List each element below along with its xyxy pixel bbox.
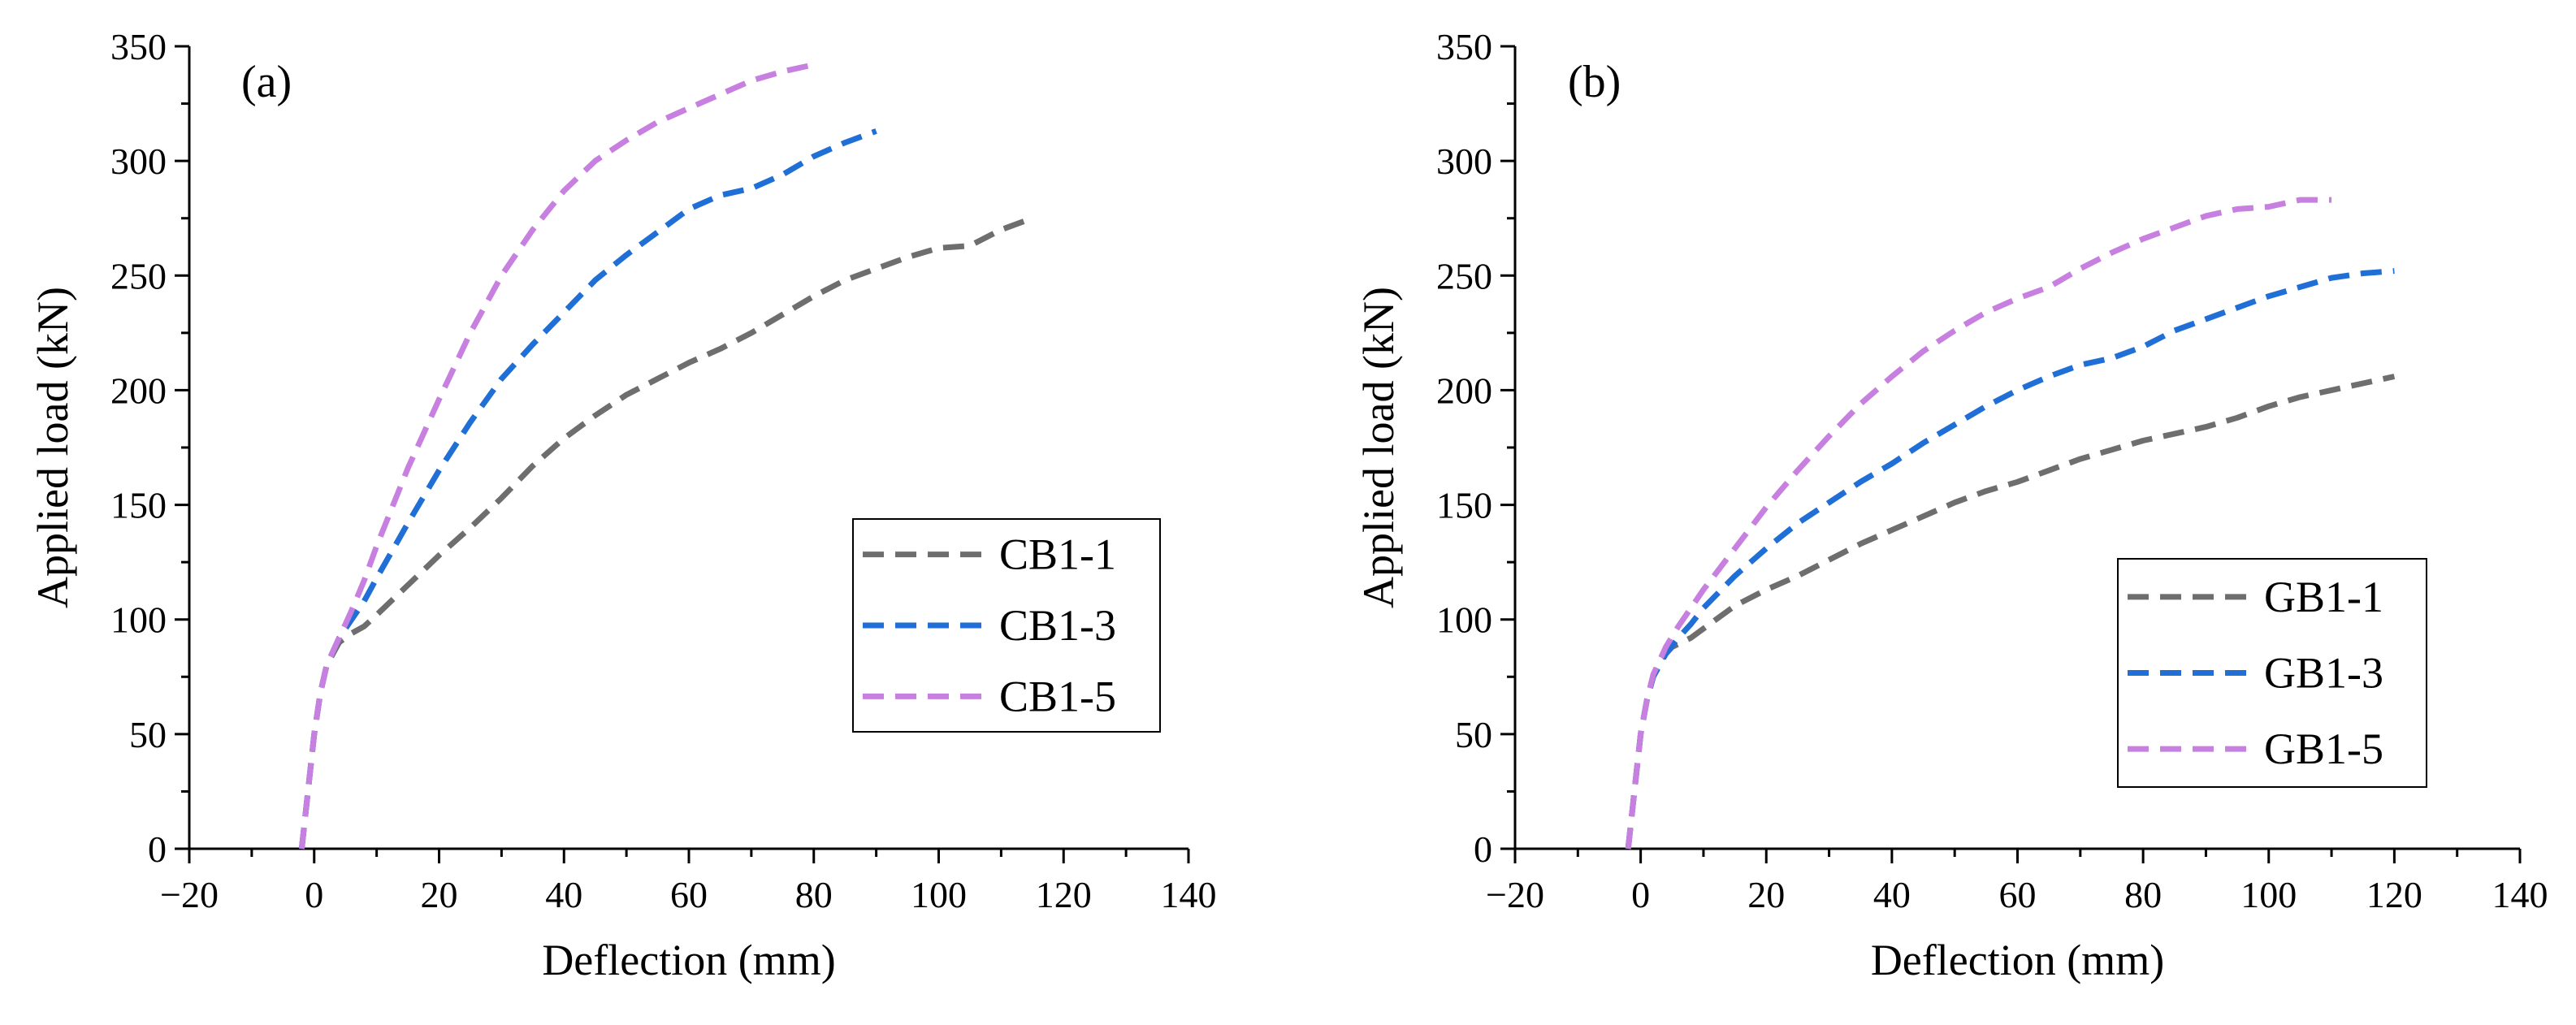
x-tick-label: 60 bbox=[1999, 874, 2037, 915]
x-tick-label: 140 bbox=[1161, 874, 1217, 915]
y-tick-label: 250 bbox=[1436, 255, 1492, 296]
y-tick-label: 150 bbox=[110, 485, 167, 526]
y-tick-label: 250 bbox=[110, 255, 167, 296]
x-tick-label: 100 bbox=[911, 874, 967, 915]
y-tick-label: 350 bbox=[1436, 26, 1492, 67]
x-tick-label: 120 bbox=[1036, 874, 1092, 915]
series-line-gb1-5 bbox=[1625, 197, 2332, 850]
series-line-gb1-3 bbox=[1625, 268, 2395, 850]
legend-label-gb1-1: GB1-1 bbox=[2264, 573, 2383, 621]
x-tick-label: 20 bbox=[1747, 874, 1785, 915]
x-tick-label: 140 bbox=[2492, 874, 2548, 915]
x-axis-title: Deflection (mm) bbox=[1871, 936, 2164, 984]
x-tick-label: 40 bbox=[545, 874, 582, 915]
legend-label-cb1-5: CB1-5 bbox=[999, 672, 1116, 720]
y-tick-label: 100 bbox=[1436, 599, 1492, 641]
x-tick-label: 80 bbox=[2124, 874, 2162, 915]
x-tick-label: 40 bbox=[1873, 874, 1911, 915]
y-tick-label: 50 bbox=[129, 714, 167, 755]
y-axis-title: Applied load (kN) bbox=[1354, 287, 1403, 608]
panel-a: −20 0 20 40 60 80 100 120 1400501001502002503003… bbox=[28, 26, 1217, 984]
panel-label: (b) bbox=[1568, 57, 1621, 107]
x-tick-label: 0 bbox=[305, 874, 323, 915]
y-tick-label: 0 bbox=[1474, 828, 1492, 870]
x-tick-label: 0 bbox=[1631, 874, 1650, 915]
y-tick-label: 300 bbox=[110, 141, 167, 182]
legend-label-gb1-3: GB1-3 bbox=[2264, 649, 2383, 698]
y-axis-title: Applied load (kN) bbox=[28, 287, 77, 608]
x-tick-label: −20 bbox=[160, 874, 219, 915]
y-tick-label: 200 bbox=[110, 370, 167, 411]
x-tick-label: −20 bbox=[1486, 874, 1544, 915]
panel-label: (a) bbox=[241, 57, 292, 107]
legend-label-cb1-1: CB1-1 bbox=[999, 530, 1116, 579]
y-tick-label: 300 bbox=[1436, 141, 1492, 182]
legend-label-gb1-5: GB1-5 bbox=[2264, 724, 2383, 773]
y-tick-label: 150 bbox=[1436, 485, 1492, 526]
x-axis-title: Deflection (mm) bbox=[542, 936, 835, 984]
x-tick-label: 120 bbox=[2366, 874, 2422, 915]
legend-label-cb1-3: CB1-3 bbox=[999, 601, 1116, 650]
series-line-gb1-1 bbox=[1625, 374, 2396, 850]
y-tick-label: 200 bbox=[1436, 370, 1492, 411]
x-tick-label: 20 bbox=[421, 874, 458, 915]
x-tick-label: 80 bbox=[795, 874, 833, 915]
y-tick-label: 50 bbox=[1455, 714, 1492, 755]
legend: CB1-1 CB1-3 CB1-5 bbox=[852, 518, 1161, 733]
legend: GB1-1 GB1-3 GB1-5 bbox=[2117, 558, 2427, 788]
y-tick-label: 100 bbox=[110, 599, 167, 641]
y-tick-label: 0 bbox=[148, 828, 167, 870]
x-tick-label: 60 bbox=[670, 874, 708, 915]
y-tick-label: 350 bbox=[110, 26, 167, 67]
series-line-cb1-5 bbox=[298, 62, 815, 850]
series-line-cb1-3 bbox=[298, 128, 877, 850]
x-tick-label: 100 bbox=[2240, 874, 2297, 915]
panel-b: −20 0 20 40 60 80 100 120 1400501001502002503003… bbox=[1354, 26, 2548, 984]
